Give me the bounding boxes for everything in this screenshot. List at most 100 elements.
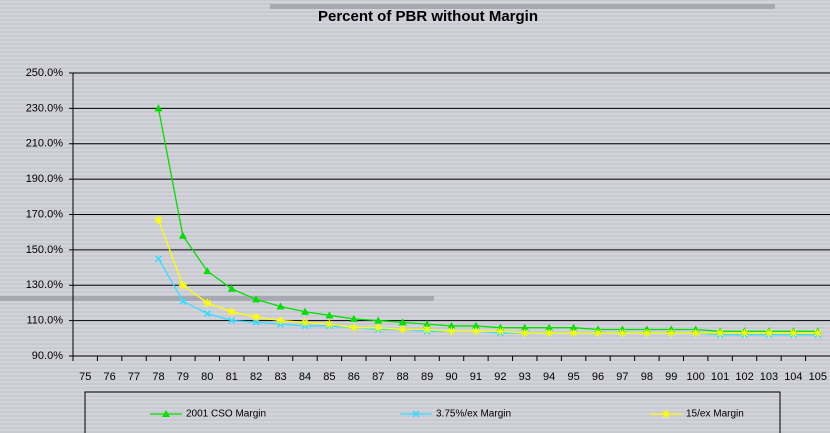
marker	[154, 255, 162, 263]
marker	[447, 327, 456, 336]
legend-label: 2001 CSO Margin	[186, 409, 266, 420]
x-tick-label: 84	[299, 371, 311, 383]
x-tick-label: 88	[397, 371, 409, 383]
x-tick-label: 79	[177, 371, 189, 383]
marker	[496, 327, 505, 336]
x-tick-label: 101	[711, 371, 729, 383]
marker	[300, 318, 309, 327]
marker	[716, 329, 725, 338]
marker	[162, 410, 170, 417]
marker	[252, 313, 261, 322]
y-tick-label: 170.0%	[26, 208, 64, 220]
x-tick-label: 102	[735, 371, 753, 383]
y-tick-label: 230.0%	[26, 102, 64, 114]
marker	[276, 302, 285, 310]
x-tick-label: 105	[809, 371, 827, 383]
series-line	[157, 108, 818, 332]
x-tick-label: 93	[519, 371, 531, 383]
marker	[618, 329, 627, 338]
x-tick-label: 91	[470, 371, 482, 383]
decor-bar	[270, 4, 775, 9]
x-tick-label: 75	[79, 371, 91, 383]
marker	[179, 297, 187, 305]
marker	[423, 320, 432, 328]
marker	[252, 318, 260, 326]
y-tick-label: 90.0%	[32, 350, 63, 362]
x-tick-label: 89	[421, 371, 433, 383]
marker	[520, 323, 529, 331]
marker	[569, 323, 578, 331]
marker	[398, 325, 407, 334]
marker	[349, 314, 358, 322]
x-tick-label: 92	[494, 371, 506, 383]
marker	[276, 316, 285, 325]
marker	[178, 231, 187, 239]
decor-bar	[0, 296, 434, 301]
marker	[545, 329, 554, 338]
marker	[252, 295, 261, 303]
x-tick-label: 81	[226, 371, 238, 383]
marker	[667, 329, 676, 338]
marker	[154, 215, 163, 224]
marker	[545, 323, 554, 331]
marker	[471, 327, 480, 336]
marker	[178, 281, 187, 290]
marker	[662, 410, 670, 418]
legend-box	[84, 391, 781, 433]
legend-label: 3.75%/ex Margin	[436, 409, 511, 420]
marker	[789, 329, 798, 338]
marker	[691, 329, 700, 338]
x-tick-label: 104	[784, 371, 802, 383]
marker	[349, 323, 358, 332]
marker	[374, 323, 383, 332]
marker	[740, 329, 749, 338]
marker	[423, 325, 432, 334]
marker	[412, 410, 420, 418]
x-tick-label: 98	[641, 371, 653, 383]
x-tick-label: 83	[274, 371, 286, 383]
marker	[471, 321, 480, 329]
x-tick-label: 95	[567, 371, 579, 383]
marker	[227, 284, 236, 292]
marker	[569, 329, 578, 338]
x-tick-label: 78	[152, 371, 164, 383]
x-tick-label: 86	[348, 371, 360, 383]
x-tick-label: 82	[250, 371, 262, 383]
marker	[447, 321, 456, 329]
x-tick-label: 77	[128, 371, 140, 383]
series-line	[157, 258, 818, 336]
y-tick-label: 250.0%	[26, 67, 64, 79]
x-tick-label: 100	[687, 371, 705, 383]
marker	[642, 329, 651, 338]
marker	[203, 310, 211, 318]
x-tick-label: 80	[201, 371, 213, 383]
chart-title: Percent of PBR without Margin	[318, 8, 538, 25]
x-tick-label: 94	[543, 371, 555, 383]
series-line	[157, 219, 818, 334]
marker	[203, 267, 212, 275]
x-tick-label: 99	[665, 371, 677, 383]
y-tick-label: 110.0%	[27, 315, 64, 327]
legend-label: 15/ex Margin	[686, 409, 744, 420]
marker	[398, 318, 407, 326]
y-tick-label: 130.0%	[26, 279, 64, 291]
x-tick-label: 76	[104, 371, 116, 383]
marker	[203, 298, 212, 307]
marker	[227, 307, 236, 316]
marker	[374, 316, 383, 324]
marker	[813, 329, 822, 338]
y-tick-label: 210.0%	[26, 138, 64, 150]
marker	[300, 307, 309, 315]
marker	[154, 104, 163, 112]
marker	[764, 329, 773, 338]
y-tick-label: 190.0%	[26, 173, 64, 185]
marker	[325, 320, 334, 329]
x-tick-label: 87	[372, 371, 384, 383]
x-tick-label: 90	[445, 371, 457, 383]
marker	[325, 311, 334, 319]
x-tick-label: 96	[592, 371, 604, 383]
x-tick-label: 103	[760, 371, 778, 383]
x-tick-label: 85	[323, 371, 335, 383]
y-tick-label: 150.0%	[26, 244, 64, 256]
